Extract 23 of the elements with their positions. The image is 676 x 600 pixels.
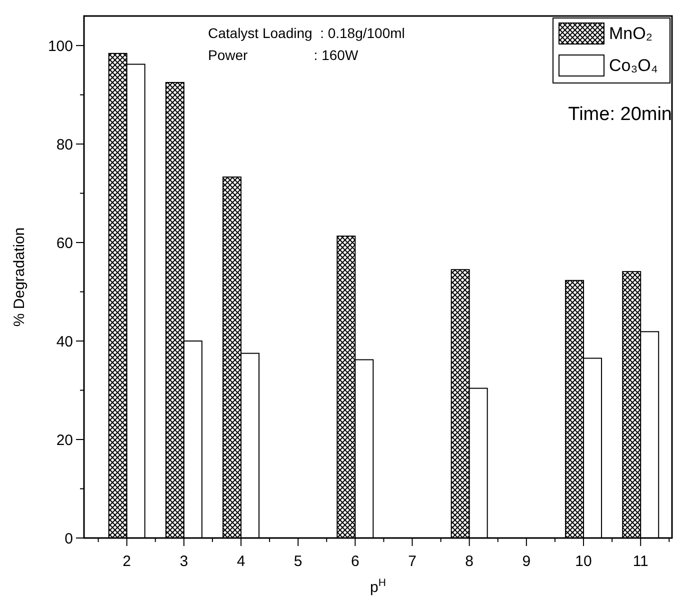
x-tick-label: 2 xyxy=(122,553,131,570)
annotation: Time: 20min xyxy=(568,104,672,125)
x-tick-label: 7 xyxy=(408,553,416,570)
x-tick-label: 6 xyxy=(350,553,360,570)
legend-label: MnO₂ xyxy=(609,24,652,43)
x-tick-label: 8 xyxy=(465,553,474,570)
annotation: Power : 160W xyxy=(208,47,359,63)
y-tick-label: 100 xyxy=(48,38,73,55)
y-tick-label: 80 xyxy=(56,136,73,154)
y-axis-title: % Degradation xyxy=(11,227,28,327)
y-tick-label: 20 xyxy=(56,432,73,449)
x-tick-label: 3 xyxy=(180,553,188,570)
legend-label: Co₃O₄ xyxy=(609,56,658,75)
y-tick-label: 0 xyxy=(64,530,73,548)
x-tick-label: 11 xyxy=(632,553,648,570)
annotation: Catalyst Loading : 0.18g/100ml xyxy=(208,25,405,41)
x-tick-label: 10 xyxy=(575,553,592,570)
x-axis-title: p$^{H}$ xyxy=(370,577,386,596)
x-tick-label: 5 xyxy=(294,553,302,570)
x-tick-label: 4 xyxy=(236,553,246,570)
x-tick-label: 9 xyxy=(522,553,531,570)
y-tick-label: 60 xyxy=(56,234,73,252)
y-tick-label: 40 xyxy=(56,333,73,350)
